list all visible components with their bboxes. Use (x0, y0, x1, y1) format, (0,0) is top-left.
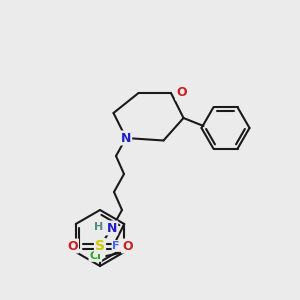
Text: N: N (121, 131, 131, 145)
Text: S: S (95, 239, 105, 253)
Text: O: O (68, 239, 78, 253)
Text: Cl: Cl (89, 251, 101, 261)
Text: F: F (112, 241, 120, 251)
Text: H: H (94, 222, 103, 232)
Text: O: O (176, 86, 187, 100)
Text: O: O (122, 239, 133, 253)
Text: N: N (107, 221, 117, 235)
